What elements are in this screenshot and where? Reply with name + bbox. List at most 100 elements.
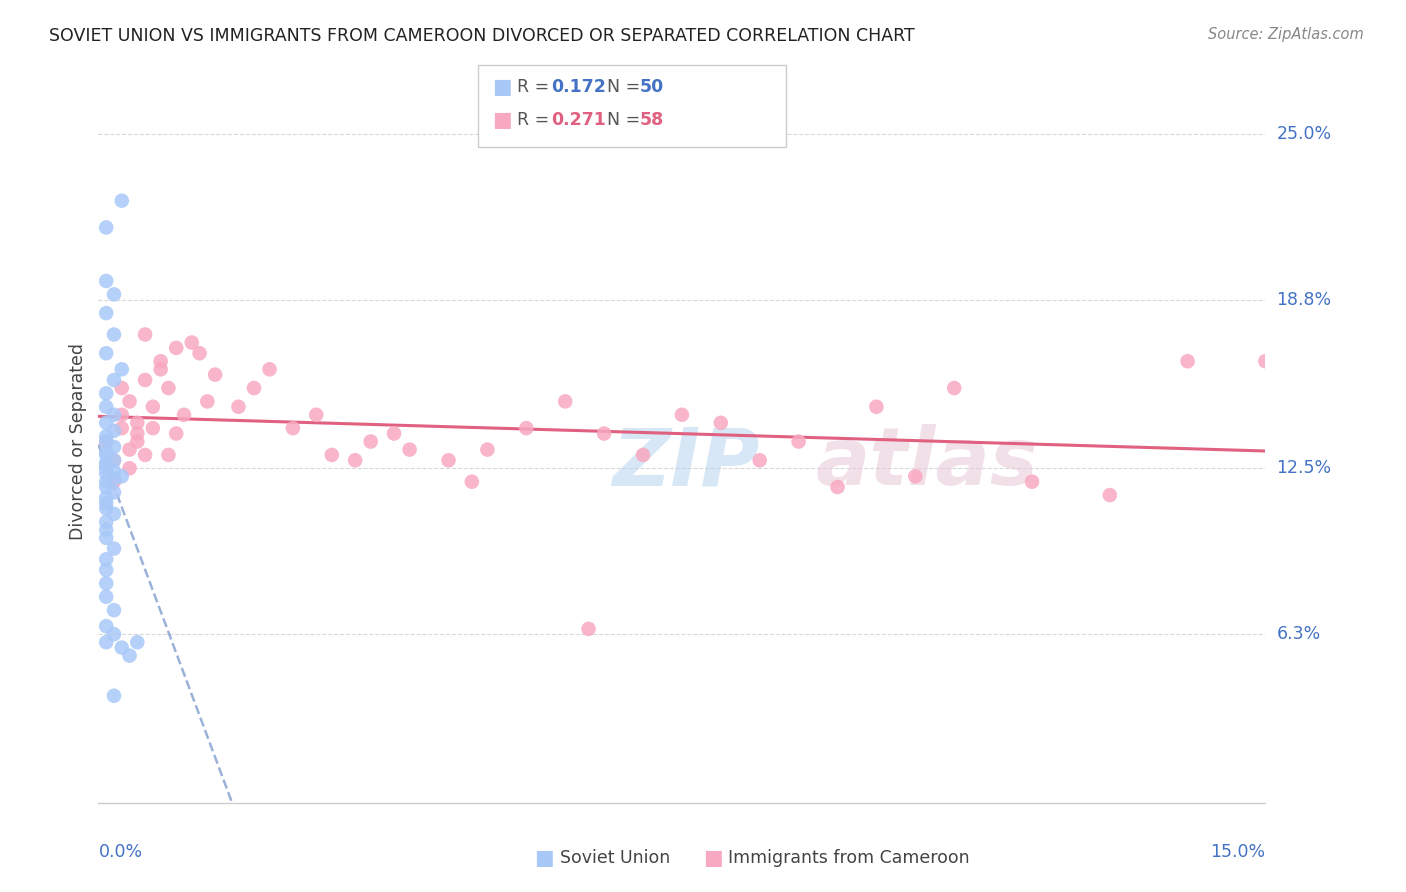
Point (96, 386, 118, 401)
Point (103, 464, 125, 478)
Point (103, 603, 125, 617)
Point (149, 354, 172, 368)
Point (96, 635, 118, 649)
Point (943, 381, 966, 395)
Point (554, 394, 576, 409)
Point (96, 531, 118, 545)
Point (103, 453, 125, 467)
Point (180, 335, 202, 350)
Point (437, 453, 460, 467)
Point (382, 426, 405, 441)
Point (118, 394, 141, 409)
Text: 12.5%: 12.5% (1277, 459, 1331, 477)
Point (259, 362, 281, 376)
Text: R =: R = (517, 112, 555, 129)
Point (149, 362, 172, 376)
Point (142, 421, 165, 435)
Point (165, 341, 187, 355)
Text: 58: 58 (640, 112, 664, 129)
Point (103, 440, 125, 454)
Point (111, 469, 134, 483)
Point (96, 274, 118, 288)
Point (1021, 475, 1043, 489)
Point (96, 416, 118, 430)
Point (134, 373, 156, 387)
Point (96, 515, 118, 529)
Point (134, 327, 156, 342)
Point (111, 640, 134, 655)
Point (103, 472, 125, 486)
Point (173, 408, 195, 422)
Point (96, 496, 118, 510)
Point (96, 491, 118, 505)
Point (228, 400, 250, 414)
Text: 18.8%: 18.8% (1277, 291, 1331, 309)
Point (103, 485, 125, 500)
Point (865, 400, 887, 414)
Point (96, 400, 118, 414)
Point (142, 400, 165, 414)
Text: N =: N = (607, 78, 647, 95)
Point (321, 448, 343, 462)
Point (305, 408, 328, 422)
Point (96, 590, 118, 604)
Text: 25.0%: 25.0% (1277, 125, 1331, 143)
Point (96, 220, 118, 235)
Text: Immigrants from Cameroon: Immigrants from Cameroon (728, 849, 970, 867)
Point (96, 346, 118, 360)
Point (461, 475, 484, 489)
Text: Source: ZipAtlas.com: Source: ZipAtlas.com (1208, 27, 1364, 42)
Point (477, 442, 499, 457)
Point (127, 426, 149, 441)
Point (157, 448, 180, 462)
Point (103, 627, 125, 641)
Point (103, 507, 125, 521)
Point (710, 416, 733, 430)
Point (96, 467, 118, 481)
Point (1177, 354, 1199, 368)
Point (360, 434, 382, 449)
Point (515, 421, 537, 435)
Point (593, 426, 616, 441)
Point (118, 461, 141, 475)
Point (96, 448, 118, 462)
Text: ■: ■ (534, 848, 554, 868)
Point (827, 480, 849, 494)
Text: R =: R = (517, 78, 555, 95)
Point (157, 381, 180, 395)
Point (103, 424, 125, 438)
Point (787, 434, 810, 449)
Text: atlas: atlas (815, 425, 1039, 502)
Y-axis label: Divorced or Separated: Divorced or Separated (69, 343, 87, 540)
Point (96, 563, 118, 577)
Point (103, 475, 125, 489)
Point (111, 408, 134, 422)
Point (96, 501, 118, 516)
Point (96, 458, 118, 473)
Point (127, 635, 149, 649)
Point (103, 453, 125, 467)
Point (111, 421, 134, 435)
Point (904, 469, 927, 483)
Text: Soviet Union: Soviet Union (560, 849, 669, 867)
Point (127, 434, 149, 449)
Point (671, 408, 693, 422)
Point (118, 648, 141, 663)
Point (96, 445, 118, 459)
Point (1098, 488, 1121, 502)
Point (134, 448, 156, 462)
Text: ■: ■ (492, 111, 512, 130)
Point (96, 434, 118, 449)
Text: 0.0%: 0.0% (98, 843, 142, 861)
Point (96, 619, 118, 633)
Point (281, 421, 304, 435)
Point (165, 426, 187, 441)
Point (1254, 354, 1277, 368)
Point (96, 456, 118, 470)
Point (96, 576, 118, 591)
Point (96, 480, 118, 494)
Text: N =: N = (607, 112, 647, 129)
Point (243, 381, 266, 395)
Text: ■: ■ (703, 848, 723, 868)
Point (103, 327, 125, 342)
